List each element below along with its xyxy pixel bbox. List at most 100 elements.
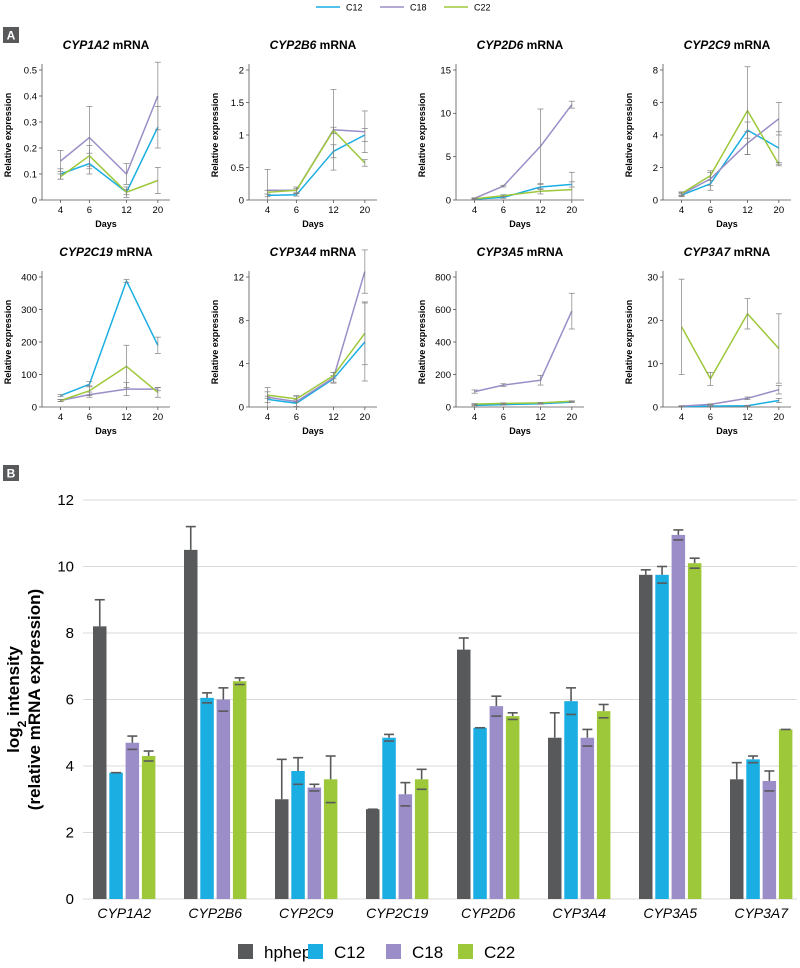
bar-C22-CYP2C9 bbox=[323, 779, 338, 899]
x-tick-label: 4 bbox=[679, 205, 684, 216]
y-tick-label: 8 bbox=[653, 65, 658, 76]
bar-hphep-CYP3A4 bbox=[548, 737, 562, 899]
y-tick-label: 0.1 bbox=[24, 169, 37, 180]
bar-hphep-CYP3A7 bbox=[730, 779, 744, 899]
x-axis-label: Days bbox=[95, 219, 117, 229]
y-tick-label: 6 bbox=[653, 98, 658, 109]
series-line-C12 bbox=[267, 134, 366, 197]
chart-title-suffix: mRNA bbox=[523, 38, 563, 52]
y-tick-label: 10 bbox=[57, 559, 74, 576]
y-axis-label: Relative expression bbox=[624, 93, 634, 178]
line-chart-CYP2C19: CYP2C19 mRNA 0 100 200 300 400 4 6 12 20 Days Relat… bbox=[3, 245, 170, 436]
bar-C12-CYP3A5 bbox=[655, 574, 669, 899]
bar-C12-CYP2C19 bbox=[382, 737, 396, 899]
series-line-C18 bbox=[60, 388, 158, 402]
chart-title-gene: CYP3A7 bbox=[684, 245, 732, 259]
y-tick-label: 10 bbox=[440, 109, 451, 120]
bar-C18-CYP2C9 bbox=[307, 787, 322, 899]
series-line-C22 bbox=[474, 400, 572, 405]
legend-label-C18: C18 bbox=[412, 943, 443, 962]
legend-label-C22: C22 bbox=[484, 943, 515, 962]
line-chart-CYP3A7: CYP3A7 mRNA 0 10 20 30 4 6 12 20 Days Relative exp… bbox=[624, 245, 791, 436]
y-tick-label: 0 bbox=[653, 402, 658, 413]
series-line-C12 bbox=[60, 280, 159, 397]
legend-label-C12: C12 bbox=[346, 3, 363, 13]
x-tick-label: 4 bbox=[472, 412, 477, 423]
bar-C22-CYP2B6 bbox=[232, 681, 247, 899]
y-tick-label: 0.2 bbox=[24, 143, 37, 154]
bar-C22-CYP2D6 bbox=[505, 716, 520, 899]
y-tick-label: 0 bbox=[239, 195, 244, 206]
chart-title-suffix: mRNA bbox=[316, 38, 356, 52]
x-tick-label: 6 bbox=[708, 412, 713, 423]
series-line-C22 bbox=[60, 155, 159, 193]
y-label-subscript: 2 bbox=[15, 720, 29, 727]
bar-C22-CYP3A5 bbox=[687, 563, 702, 899]
legend-label-C18: C18 bbox=[410, 3, 427, 13]
y-tick-label: 8 bbox=[66, 625, 74, 642]
y-tick-label: 200 bbox=[21, 337, 37, 348]
legend-swatch-C22 bbox=[458, 944, 473, 959]
y-tick-label: 0.5 bbox=[231, 163, 244, 174]
x-tick-label: 4 bbox=[472, 205, 477, 216]
legend-label-C12: C12 bbox=[334, 943, 365, 962]
x-tick-label: 20 bbox=[153, 412, 164, 423]
y-tick-label: 0 bbox=[239, 402, 244, 413]
x-tick-label: 20 bbox=[360, 412, 371, 423]
bar-hphep-CYP3A5 bbox=[639, 574, 653, 899]
bar-C18-CYP3A7 bbox=[762, 780, 777, 899]
y-tick-label: 200 bbox=[435, 370, 451, 381]
series-line-C12 bbox=[267, 341, 366, 404]
bar-hphep-CYP2C19 bbox=[366, 809, 380, 899]
panel-a-badge bbox=[3, 27, 19, 43]
series-line-C22 bbox=[680, 313, 780, 380]
y-tick-label: 600 bbox=[435, 305, 451, 316]
legend-swatch-hphep bbox=[238, 944, 253, 959]
y-tick-label: 20 bbox=[647, 316, 658, 327]
panel-b-badge bbox=[3, 465, 19, 481]
x-tick-label: 12 bbox=[742, 412, 753, 423]
chart-title-gene: CYP3A4 bbox=[270, 245, 317, 259]
y-tick-label: 0.3 bbox=[24, 117, 37, 128]
y-tick-label: 0 bbox=[32, 402, 37, 413]
y-tick-label: 0 bbox=[653, 195, 658, 206]
x-tick-label: 12 bbox=[328, 205, 339, 216]
series-line-C22 bbox=[60, 365, 159, 402]
y-tick-label: 12 bbox=[57, 492, 74, 509]
panel-a-label: A bbox=[7, 29, 16, 43]
chart-title-suffix: mRNA bbox=[730, 38, 770, 52]
chart-title: CYP3A5 mRNA bbox=[477, 245, 564, 259]
y-tick-label: 8 bbox=[239, 316, 244, 327]
y-tick-label: 2 bbox=[653, 163, 658, 174]
x-category-label: CYP3A4 bbox=[552, 905, 606, 921]
bar-C18-CYP3A5 bbox=[671, 534, 686, 899]
series-line-C12 bbox=[681, 129, 780, 196]
chart-title: CYP3A7 mRNA bbox=[684, 245, 771, 259]
y-tick-label: 12 bbox=[233, 272, 244, 283]
series-line-C18 bbox=[60, 95, 159, 175]
series-line-C12 bbox=[474, 401, 572, 407]
bar-C18-CYP2B6 bbox=[216, 699, 231, 899]
bar-C12-CYP3A4 bbox=[564, 701, 578, 899]
chart-title-gene: CYP2C19 bbox=[59, 245, 113, 259]
x-category-label: CYP2C19 bbox=[366, 905, 428, 921]
x-category-label: CYP1A2 bbox=[97, 905, 151, 921]
y-tick-label: 300 bbox=[21, 305, 37, 316]
y-tick-label: 800 bbox=[435, 272, 451, 283]
chart-title: CYP1A2 mRNA bbox=[63, 38, 150, 52]
x-tick-label: 4 bbox=[265, 412, 270, 423]
top-legend: C12 C18 C22 bbox=[316, 3, 491, 13]
chart-title-suffix: mRNA bbox=[523, 245, 563, 259]
y-tick-label: 4 bbox=[653, 130, 658, 141]
y-tick-label: 1.5 bbox=[231, 98, 244, 109]
bar-C22-CYP3A7 bbox=[778, 729, 793, 899]
series-line-C18 bbox=[681, 388, 779, 407]
x-tick-label: 6 bbox=[708, 205, 713, 216]
x-category-label: CYP3A7 bbox=[734, 905, 789, 921]
x-tick-label: 4 bbox=[679, 412, 684, 423]
bar-C12-CYP2B6 bbox=[200, 697, 214, 899]
x-tick-label: 4 bbox=[58, 412, 63, 423]
y-tick-label: 0 bbox=[32, 195, 37, 206]
x-tick-label: 20 bbox=[153, 205, 164, 216]
